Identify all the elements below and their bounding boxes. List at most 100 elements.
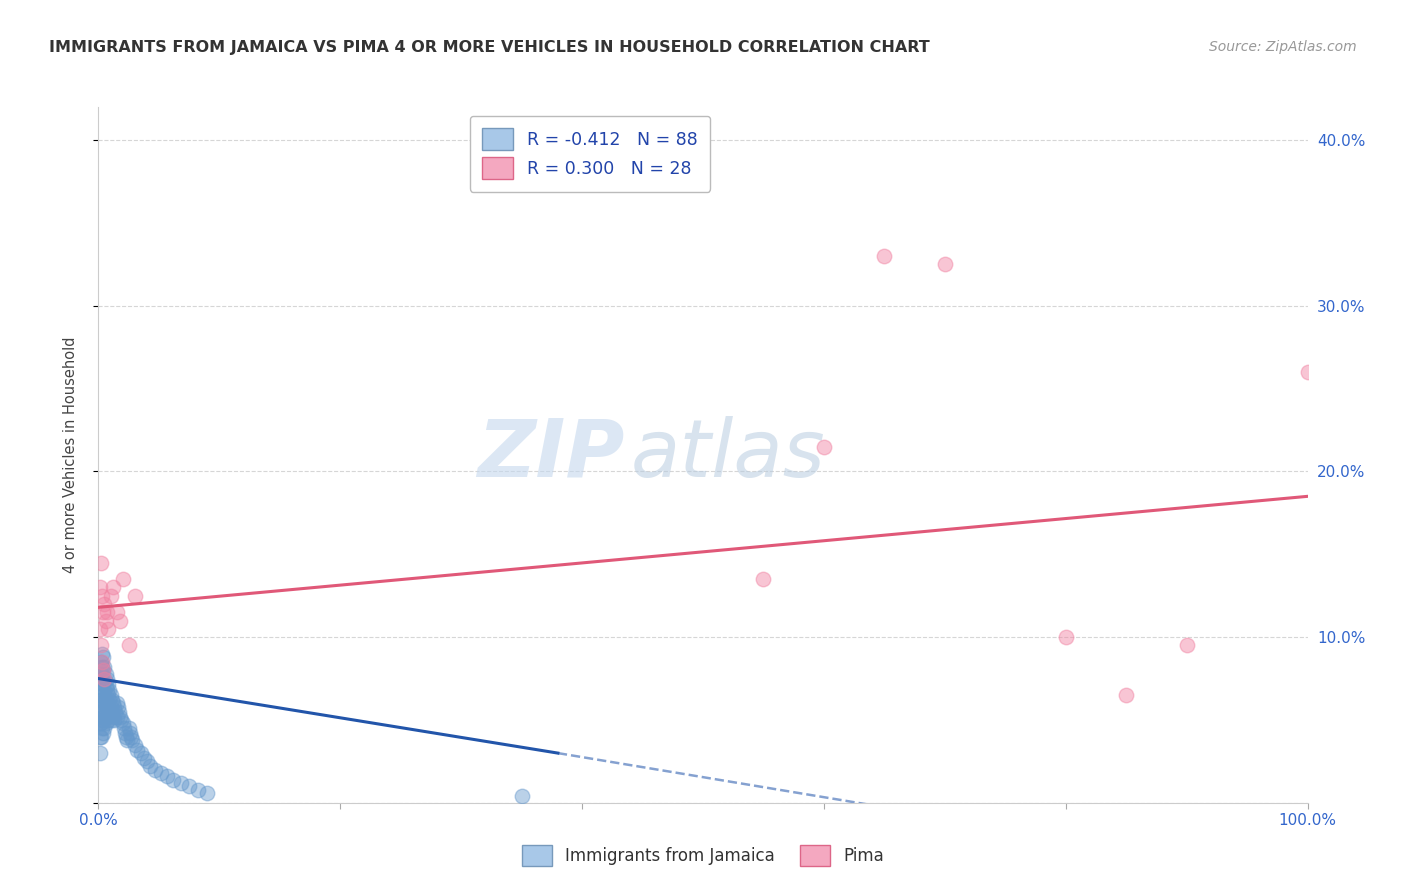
Point <box>89 581 111 595</box>
Point <box>118 721 141 735</box>
Point <box>94 705 117 719</box>
Point <box>169 776 191 790</box>
Text: IMMIGRANTS FROM JAMAICA VS PIMA 4 OR MORE VEHICLES IN HOUSEHOLD CORRELATION CHAR: IMMIGRANTS FROM JAMAICA VS PIMA 4 OR MOR… <box>49 40 929 55</box>
Point <box>1115 688 1137 702</box>
Point <box>111 572 134 586</box>
Point <box>90 666 112 681</box>
Point <box>91 663 114 677</box>
Point <box>1054 630 1077 644</box>
Point <box>93 697 115 711</box>
Point <box>108 614 131 628</box>
Point <box>89 693 111 707</box>
Point <box>93 597 115 611</box>
Point <box>118 639 141 653</box>
Point <box>90 730 112 744</box>
Point <box>90 639 112 653</box>
Point <box>115 730 138 744</box>
Point <box>187 782 209 797</box>
Point <box>96 605 118 619</box>
Point <box>813 440 835 454</box>
Point <box>124 738 146 752</box>
Point <box>97 688 120 702</box>
Point <box>195 786 218 800</box>
Point <box>118 726 141 740</box>
Point <box>162 772 184 787</box>
Point <box>90 680 112 694</box>
Point <box>91 676 114 690</box>
Point <box>90 655 112 669</box>
Point <box>89 730 111 744</box>
Point <box>91 672 114 686</box>
Point <box>91 688 114 702</box>
Point <box>91 699 114 714</box>
Point <box>93 683 115 698</box>
Point <box>105 605 128 619</box>
Point <box>100 713 122 727</box>
Text: ZIP: ZIP <box>477 416 624 494</box>
Point <box>93 672 115 686</box>
Point <box>104 705 127 719</box>
Point <box>96 697 118 711</box>
Point <box>100 705 122 719</box>
Point <box>97 676 120 690</box>
Point <box>91 713 114 727</box>
Point <box>103 699 125 714</box>
Point <box>105 709 128 723</box>
Point <box>1175 639 1198 653</box>
Point <box>114 726 136 740</box>
Point <box>91 650 114 665</box>
Point <box>108 709 131 723</box>
Point <box>89 705 111 719</box>
Point <box>91 709 114 723</box>
Point <box>1296 365 1319 379</box>
Y-axis label: 4 or more Vehicles in Household: 4 or more Vehicles in Household <box>63 336 77 574</box>
Point <box>96 672 118 686</box>
Point <box>103 713 125 727</box>
Point <box>135 755 157 769</box>
Point <box>124 589 146 603</box>
Point <box>510 789 533 804</box>
Point <box>94 680 117 694</box>
Point <box>100 589 122 603</box>
Point <box>89 622 111 636</box>
Point <box>89 716 111 731</box>
Point <box>91 663 114 677</box>
Point <box>752 572 775 586</box>
Point <box>91 647 114 661</box>
Point <box>105 697 128 711</box>
Point <box>96 683 118 698</box>
Point <box>91 655 114 669</box>
Point <box>120 730 142 744</box>
Point <box>934 257 956 271</box>
Point <box>91 697 114 711</box>
Point <box>179 779 201 793</box>
Point <box>129 746 152 760</box>
Point <box>97 622 120 636</box>
Point <box>97 699 120 714</box>
Point <box>100 699 122 714</box>
Point <box>101 709 124 723</box>
Point <box>90 705 112 719</box>
Point <box>91 605 114 619</box>
Point <box>91 589 114 603</box>
Point <box>90 556 112 570</box>
Point <box>91 660 114 674</box>
Point <box>117 732 139 747</box>
Point <box>111 716 134 731</box>
Point <box>97 713 120 727</box>
Point <box>156 769 179 783</box>
Point <box>98 683 121 698</box>
Legend: Immigrants from Jamaica, Pima: Immigrants from Jamaica, Pima <box>513 837 893 874</box>
Point <box>91 683 114 698</box>
Point <box>150 766 173 780</box>
Point <box>139 759 162 773</box>
Point <box>93 709 115 723</box>
Point <box>107 699 129 714</box>
Point <box>100 688 122 702</box>
Point <box>94 693 117 707</box>
Point <box>121 732 143 747</box>
Point <box>91 721 114 735</box>
Point <box>90 716 112 731</box>
Point <box>93 660 115 674</box>
Point <box>89 746 111 760</box>
